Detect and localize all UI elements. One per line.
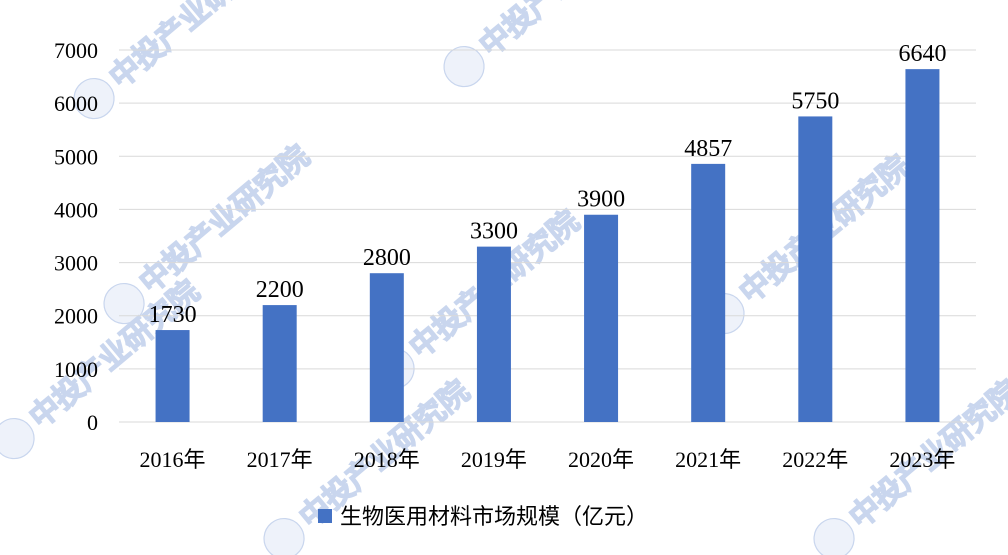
zt-logo-icon bbox=[73, 77, 115, 120]
x-tick-label: 2023年 bbox=[889, 447, 955, 472]
y-tick-label: 1000 bbox=[54, 357, 98, 382]
watermark: 中投产业研究院 bbox=[73, 0, 287, 120]
zt-logo-icon bbox=[813, 517, 855, 555]
watermark-text: 中投产业研究院 bbox=[473, 0, 656, 64]
data-label: 4857 bbox=[684, 136, 732, 162]
y-tick-label: 4000 bbox=[54, 197, 98, 222]
y-axis: 0 1000 2000 3000 4000 5000 6000 7000 bbox=[54, 38, 98, 435]
y-tick-label: 6000 bbox=[54, 91, 98, 116]
bar bbox=[476, 246, 511, 422]
bar bbox=[584, 214, 619, 422]
x-tick-label: 2017年 bbox=[247, 447, 313, 472]
y-tick-label: 3000 bbox=[54, 251, 98, 276]
gridlines bbox=[119, 49, 976, 423]
data-label: 2200 bbox=[256, 277, 304, 303]
bar bbox=[691, 163, 726, 423]
bar bbox=[262, 305, 297, 422]
watermark: 中投产业研究院 bbox=[443, 0, 657, 88]
data-label: 2800 bbox=[363, 245, 411, 271]
zt-logo-icon bbox=[0, 417, 35, 460]
bar bbox=[155, 330, 190, 422]
x-tick-label: 2019年 bbox=[461, 447, 527, 472]
x-tick-label: 2016年 bbox=[140, 447, 206, 472]
x-axis: 2016年 2017年 2018年 2019年 2020年 2021年 2022年 2023年 bbox=[140, 447, 956, 472]
y-tick-label: 7000 bbox=[54, 38, 98, 63]
zt-logo-icon bbox=[263, 517, 305, 555]
data-labels: 1730 2200 2800 3300 3900 4857 5750 6640 bbox=[149, 41, 947, 328]
data-label: 3900 bbox=[577, 187, 625, 213]
data-label: 3300 bbox=[470, 219, 518, 245]
bar bbox=[798, 116, 833, 422]
legend: 生物医用材料市场规模（亿元） bbox=[318, 504, 648, 529]
watermark-text: 中投产业研究院 bbox=[103, 0, 286, 96]
bar-series bbox=[155, 69, 940, 423]
data-label: 5750 bbox=[791, 88, 839, 114]
x-tick-label: 2018年 bbox=[354, 447, 420, 472]
x-tick-label: 2020年 bbox=[568, 447, 634, 472]
legend-swatch bbox=[318, 509, 332, 523]
bar bbox=[905, 69, 940, 422]
x-tick-label: 2021年 bbox=[675, 447, 741, 472]
legend-label: 生物医用材料市场规模（亿元） bbox=[340, 504, 648, 529]
zt-logo-icon bbox=[103, 282, 145, 325]
data-label: 1730 bbox=[149, 302, 197, 328]
bar bbox=[369, 273, 404, 422]
y-tick-label: 0 bbox=[87, 410, 98, 435]
y-tick-label: 2000 bbox=[54, 304, 98, 329]
x-tick-label: 2022年 bbox=[782, 447, 848, 472]
y-tick-label: 5000 bbox=[54, 144, 98, 169]
data-label: 6640 bbox=[898, 41, 946, 67]
zt-logo-icon bbox=[443, 45, 485, 88]
